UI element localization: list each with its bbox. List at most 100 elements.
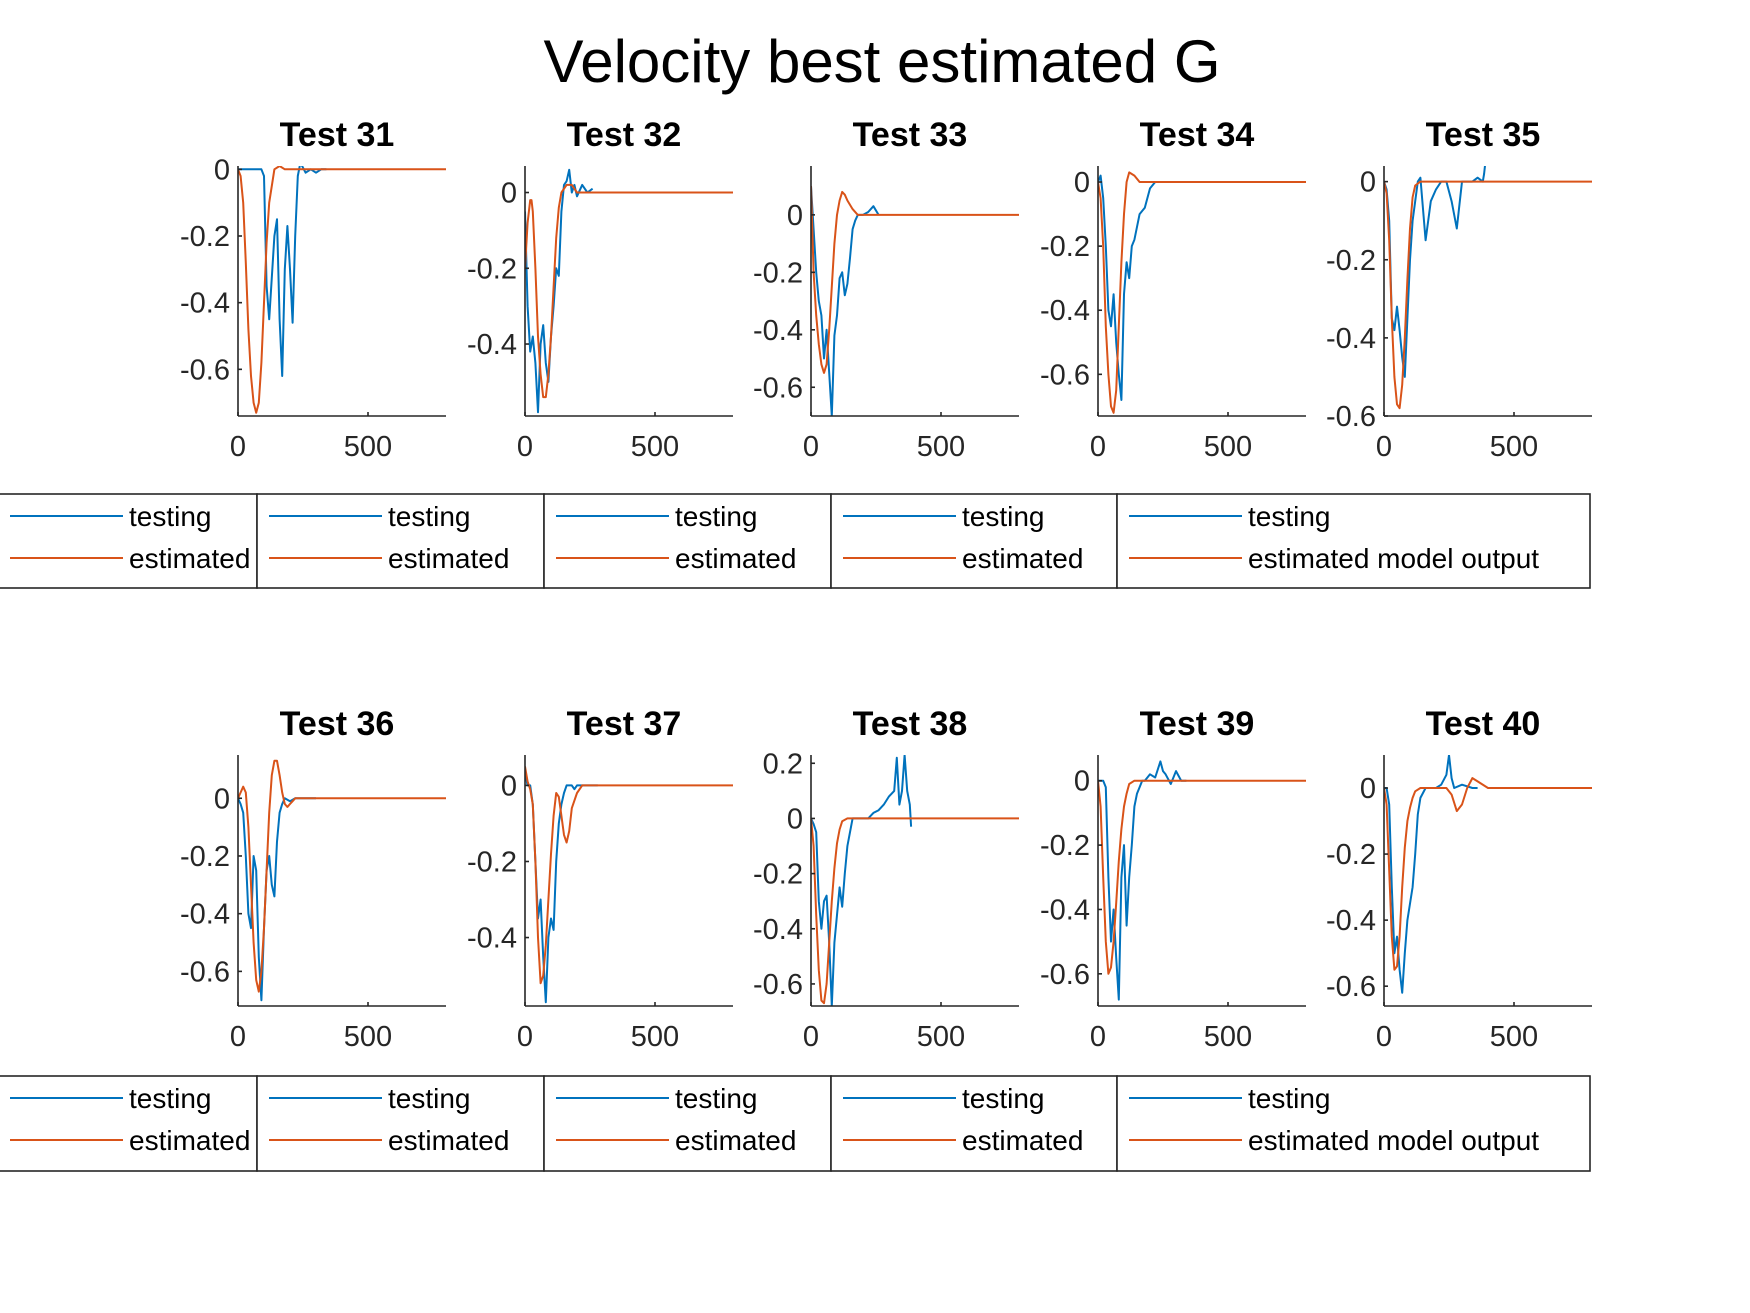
subplot-4: Test 34 0 500 0 -0.2 -0.4 -0.6 testing estimated xyxy=(830,116,1306,589)
subplot-title: Test 40 xyxy=(1426,705,1541,743)
subplot-10: Test 40 0 500 0 -0.2 -0.4 -0.6 testing estimated… xyxy=(1116,705,1592,1172)
legend-label: estimated xyxy=(675,1125,796,1156)
legend-box xyxy=(830,493,1118,589)
subplot-title: Test 33 xyxy=(853,116,968,154)
y-tick-label: 0 xyxy=(1074,766,1090,798)
y-tick-label: 0 xyxy=(214,783,230,815)
legend: testing estimated model output xyxy=(1116,1075,1591,1172)
legend-label: estimated xyxy=(675,543,796,574)
y-tick-label: -0.4 xyxy=(753,914,803,946)
y-tick-label: -0.2 xyxy=(1326,839,1376,871)
series-line-testing xyxy=(1098,174,1187,401)
y-tick-label: -0.4 xyxy=(467,329,517,361)
legend: testing estimated xyxy=(830,493,1118,589)
y-tick-label: -0.2 xyxy=(753,859,803,891)
subplots-grid: Test 31 0 500 0 -0.2 -0.4 -0.6 testing estimated… xyxy=(0,116,1592,1172)
series-line-estimated xyxy=(1098,171,1306,414)
legend: testing estimated model output xyxy=(1116,493,1591,589)
y-tick-label: -0.6 xyxy=(180,956,230,988)
y-tick-label: -0.4 xyxy=(467,923,517,955)
legend-label: estimated xyxy=(962,1125,1083,1156)
y-tick-label: 0 xyxy=(787,803,803,835)
x-tick-label: 500 xyxy=(917,1021,965,1053)
legend-label: estimated xyxy=(962,543,1083,574)
legend-label: estimated model output xyxy=(1248,1125,1539,1156)
x-tick-label: 500 xyxy=(344,1021,392,1053)
subplot-2: Test 32 0 500 0 -0.2 -0.4 testing estimated xyxy=(256,116,733,589)
legend-label: testing xyxy=(675,1083,758,1114)
series-line-estimated xyxy=(525,183,733,399)
x-tick-label: 0 xyxy=(230,431,246,463)
figure-title: Velocity best estimated G xyxy=(544,28,1221,95)
y-tick-label: -0.6 xyxy=(1040,359,1090,391)
series-line-estimated xyxy=(525,766,733,985)
series-line-estimated xyxy=(238,166,446,414)
series-line-estimated xyxy=(811,186,1019,374)
x-tick-label: 0 xyxy=(1376,431,1392,463)
legend-label: testing xyxy=(962,1083,1045,1114)
series-line-testing xyxy=(1098,760,1187,1001)
series-line-testing xyxy=(238,797,316,1002)
x-tick-label: 500 xyxy=(344,431,392,463)
y-tick-label: -0.2 xyxy=(753,257,803,289)
y-tick-label: -0.2 xyxy=(1040,231,1090,263)
legend: testing estimated xyxy=(256,1075,545,1172)
x-tick-label: 0 xyxy=(1090,1021,1106,1053)
subplot-title: Test 38 xyxy=(853,705,968,743)
legend: testing estimated xyxy=(830,1075,1118,1172)
y-tick-label: -0.6 xyxy=(1326,401,1376,433)
y-tick-label: -0.4 xyxy=(1326,905,1376,937)
y-tick-label: -0.4 xyxy=(180,899,230,931)
legend: testing estimated xyxy=(0,1075,258,1172)
subplot-5: Test 35 0 500 0 -0.2 -0.4 -0.6 testing estimated… xyxy=(1116,116,1592,589)
subplot-title: Test 34 xyxy=(1140,116,1255,154)
series-line-estimated xyxy=(1098,779,1306,975)
legend-label: estimated model output xyxy=(1248,543,1539,574)
series-line-estimated-model-output xyxy=(1384,180,1592,410)
series-line-estimated xyxy=(811,817,1019,1005)
legend-box xyxy=(1116,1075,1591,1172)
legend-box xyxy=(0,493,258,589)
legend-label: testing xyxy=(388,501,471,532)
y-tick-label: -0.6 xyxy=(753,372,803,404)
y-tick-label: 0 xyxy=(214,154,230,186)
legend: testing estimated xyxy=(256,493,545,589)
legend-box xyxy=(830,1075,1118,1172)
x-tick-label: 500 xyxy=(917,431,965,463)
series-line-testing xyxy=(1384,166,1486,378)
y-tick-label: -0.2 xyxy=(467,846,517,878)
subplot-title: Test 32 xyxy=(567,116,682,154)
legend-label: testing xyxy=(388,1083,471,1114)
legend-label: testing xyxy=(1248,501,1331,532)
series-line-testing xyxy=(525,168,594,414)
x-tick-label: 500 xyxy=(1490,1021,1538,1053)
y-tick-label: -0.2 xyxy=(180,221,230,253)
legend-box xyxy=(543,493,832,589)
series-line-estimated-model-output xyxy=(1384,777,1592,971)
legend-label: estimated xyxy=(388,543,509,574)
subplot-title: Test 37 xyxy=(567,705,682,743)
x-tick-label: 0 xyxy=(1090,431,1106,463)
x-tick-label: 0 xyxy=(517,1021,533,1053)
legend-label: testing xyxy=(962,501,1045,532)
x-tick-label: 0 xyxy=(1376,1021,1392,1053)
y-tick-label: -0.2 xyxy=(467,253,517,285)
subplot-title: Test 39 xyxy=(1140,705,1255,743)
x-tick-label: 500 xyxy=(631,431,679,463)
series-line-testing xyxy=(1384,755,1478,994)
y-tick-label: -0.4 xyxy=(180,288,230,320)
y-tick-label: 0 xyxy=(1074,167,1090,199)
legend-label: testing xyxy=(129,1083,212,1114)
y-tick-label: -0.6 xyxy=(180,354,230,386)
subplot-9: Test 39 0 500 0 -0.2 -0.4 -0.6 testing estimated xyxy=(830,705,1306,1172)
legend-label: testing xyxy=(1248,1083,1331,1114)
subplot-8: Test 38 0 500 0.2 0 -0.2 -0.4 -0.6 testing estima… xyxy=(543,705,1019,1172)
y-tick-label: -0.4 xyxy=(1326,323,1376,355)
subplot-1: Test 31 0 500 0 -0.2 -0.4 -0.6 testing estimated xyxy=(0,116,446,589)
y-tick-label: -0.4 xyxy=(1040,295,1090,327)
subplot-3: Test 33 0 500 0 -0.2 -0.4 -0.6 testing estimated xyxy=(543,116,1019,589)
y-tick-label: 0 xyxy=(787,200,803,232)
subplot-title: Test 36 xyxy=(280,705,395,743)
subplot-7: Test 37 0 500 0 -0.2 -0.4 testing estimated xyxy=(256,705,733,1172)
